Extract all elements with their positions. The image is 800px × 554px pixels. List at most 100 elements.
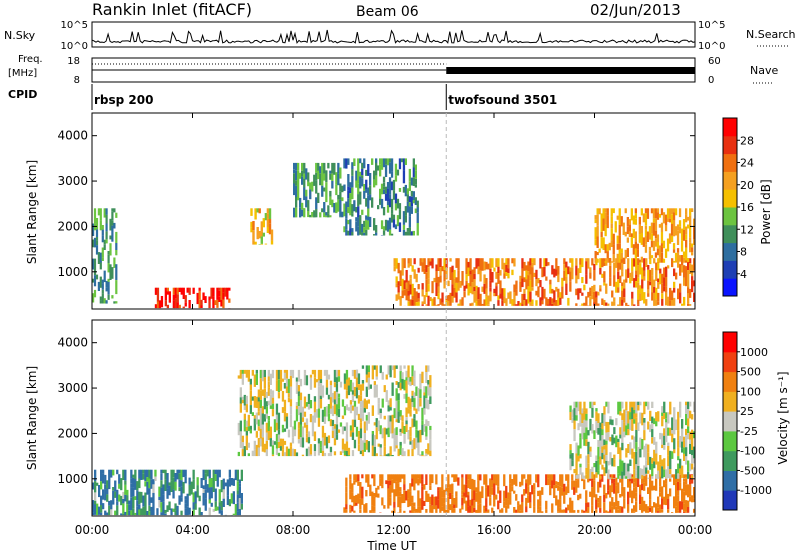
data-cell — [427, 493, 430, 502]
data-cell — [597, 440, 600, 447]
data-cell — [377, 397, 380, 404]
data-cell — [99, 300, 102, 304]
data-cell — [323, 369, 327, 376]
data-cell — [635, 258, 638, 271]
data-cell — [469, 505, 472, 513]
data-cell — [632, 228, 635, 239]
data-cell — [99, 296, 102, 301]
data-cell — [681, 448, 684, 453]
data-cell — [658, 245, 662, 258]
data-cell — [639, 285, 642, 294]
data-cell — [104, 510, 107, 516]
data-cell — [583, 475, 586, 479]
data-cell — [599, 479, 602, 488]
data-cell — [634, 213, 637, 219]
data-cell — [359, 482, 362, 491]
data-cell — [130, 483, 133, 488]
data-cell — [303, 411, 307, 417]
data-cell — [228, 469, 231, 478]
data-cell — [539, 297, 542, 306]
data-cell — [416, 212, 419, 223]
data-cell — [192, 479, 195, 489]
data-cell — [405, 407, 408, 418]
data-cell — [397, 411, 400, 423]
data-cell — [652, 208, 656, 219]
colorbar-swatch — [723, 332, 737, 353]
data-cell — [605, 460, 608, 474]
data-cell — [455, 258, 458, 268]
data-cell — [309, 454, 313, 457]
data-cell — [479, 491, 482, 504]
data-cell — [689, 263, 692, 274]
data-cell — [425, 272, 428, 280]
data-cell — [670, 214, 674, 224]
data-cell — [190, 481, 193, 495]
data-cell — [425, 304, 428, 306]
data-cell — [429, 387, 432, 397]
data-cell — [643, 292, 646, 304]
data-cell — [174, 503, 177, 511]
data-cell — [541, 300, 544, 305]
data-cell — [621, 420, 624, 426]
data-cell — [95, 245, 99, 255]
data-cell — [365, 374, 368, 383]
data-cell — [401, 278, 404, 291]
data-cell — [390, 171, 394, 178]
nave-band — [446, 67, 695, 74]
data-cell — [398, 209, 402, 220]
data-cell — [180, 497, 183, 502]
data-cell — [667, 427, 670, 436]
data-cell — [667, 442, 670, 446]
data-cell — [687, 401, 690, 409]
data-cell — [373, 493, 376, 497]
data-cell — [257, 397, 260, 402]
data-cell — [405, 490, 408, 501]
data-cell — [387, 488, 390, 498]
data-cell — [307, 393, 311, 405]
cpid-segment-label: twofsound 3501 — [448, 93, 557, 107]
data-cell — [523, 261, 526, 271]
data-cell — [397, 448, 400, 457]
data-cell — [674, 252, 678, 262]
data-cell — [645, 460, 648, 468]
data-cell — [653, 292, 656, 304]
data-cell — [411, 395, 414, 403]
data-cell — [437, 293, 440, 300]
data-cell — [258, 208, 261, 214]
data-cell — [371, 445, 374, 457]
data-cell — [621, 290, 624, 300]
data-cell — [397, 281, 400, 286]
data-cell — [327, 162, 330, 169]
data-cell — [515, 509, 518, 513]
data-cell — [557, 305, 560, 306]
data-cell — [202, 493, 205, 506]
data-cell — [335, 404, 339, 416]
data-cell — [519, 281, 522, 292]
data-cell — [455, 277, 458, 283]
data-cell — [577, 401, 580, 412]
data-cell — [347, 198, 350, 208]
data-cell — [571, 480, 574, 490]
data-cell — [691, 463, 694, 470]
data-cell — [465, 274, 468, 281]
data-cell — [114, 510, 117, 516]
data-cell — [455, 491, 458, 497]
data-cell — [379, 408, 382, 414]
data-cell — [643, 422, 646, 431]
data-cell — [625, 401, 628, 411]
data-cell — [670, 208, 674, 215]
data-cell — [685, 240, 688, 248]
data-cell — [687, 471, 690, 479]
data-cell — [130, 497, 133, 511]
data-cell — [347, 447, 351, 456]
data-cell — [393, 266, 396, 272]
data-cell — [359, 422, 363, 429]
data-cell — [609, 416, 612, 420]
data-cell — [275, 441, 279, 449]
data-cell — [386, 158, 390, 166]
x-axis-label: Time UT — [366, 539, 417, 553]
data-cell — [337, 408, 341, 418]
data-cell — [301, 209, 304, 217]
data-cell — [612, 208, 615, 214]
data-cell — [367, 195, 370, 209]
